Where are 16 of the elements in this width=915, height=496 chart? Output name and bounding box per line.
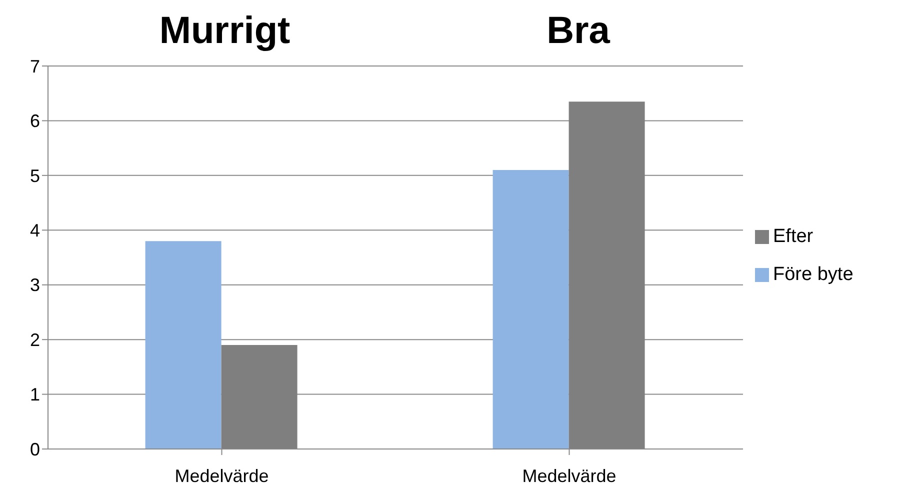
bar [492, 170, 569, 449]
x-tick-label: Medelvärde [522, 466, 616, 486]
y-tick-label: 2 [30, 330, 40, 350]
bar [145, 241, 222, 449]
y-tick-label: 1 [30, 384, 40, 405]
y-tick-label: 5 [30, 166, 40, 186]
legend-label: Före byte [773, 264, 854, 285]
y-tick-label: 4 [30, 220, 40, 241]
text: Bra [546, 10, 612, 53]
y-tick-label: 6 [30, 111, 40, 132]
text: Murrigt [158, 10, 292, 53]
y-tick-label: 3 [30, 275, 40, 296]
x-tick-label: Medelvärde [174, 466, 269, 486]
legend-label: Efter [773, 226, 814, 247]
y-tick-label: 0 [30, 439, 40, 460]
y-tick-label: 7 [30, 56, 40, 76]
